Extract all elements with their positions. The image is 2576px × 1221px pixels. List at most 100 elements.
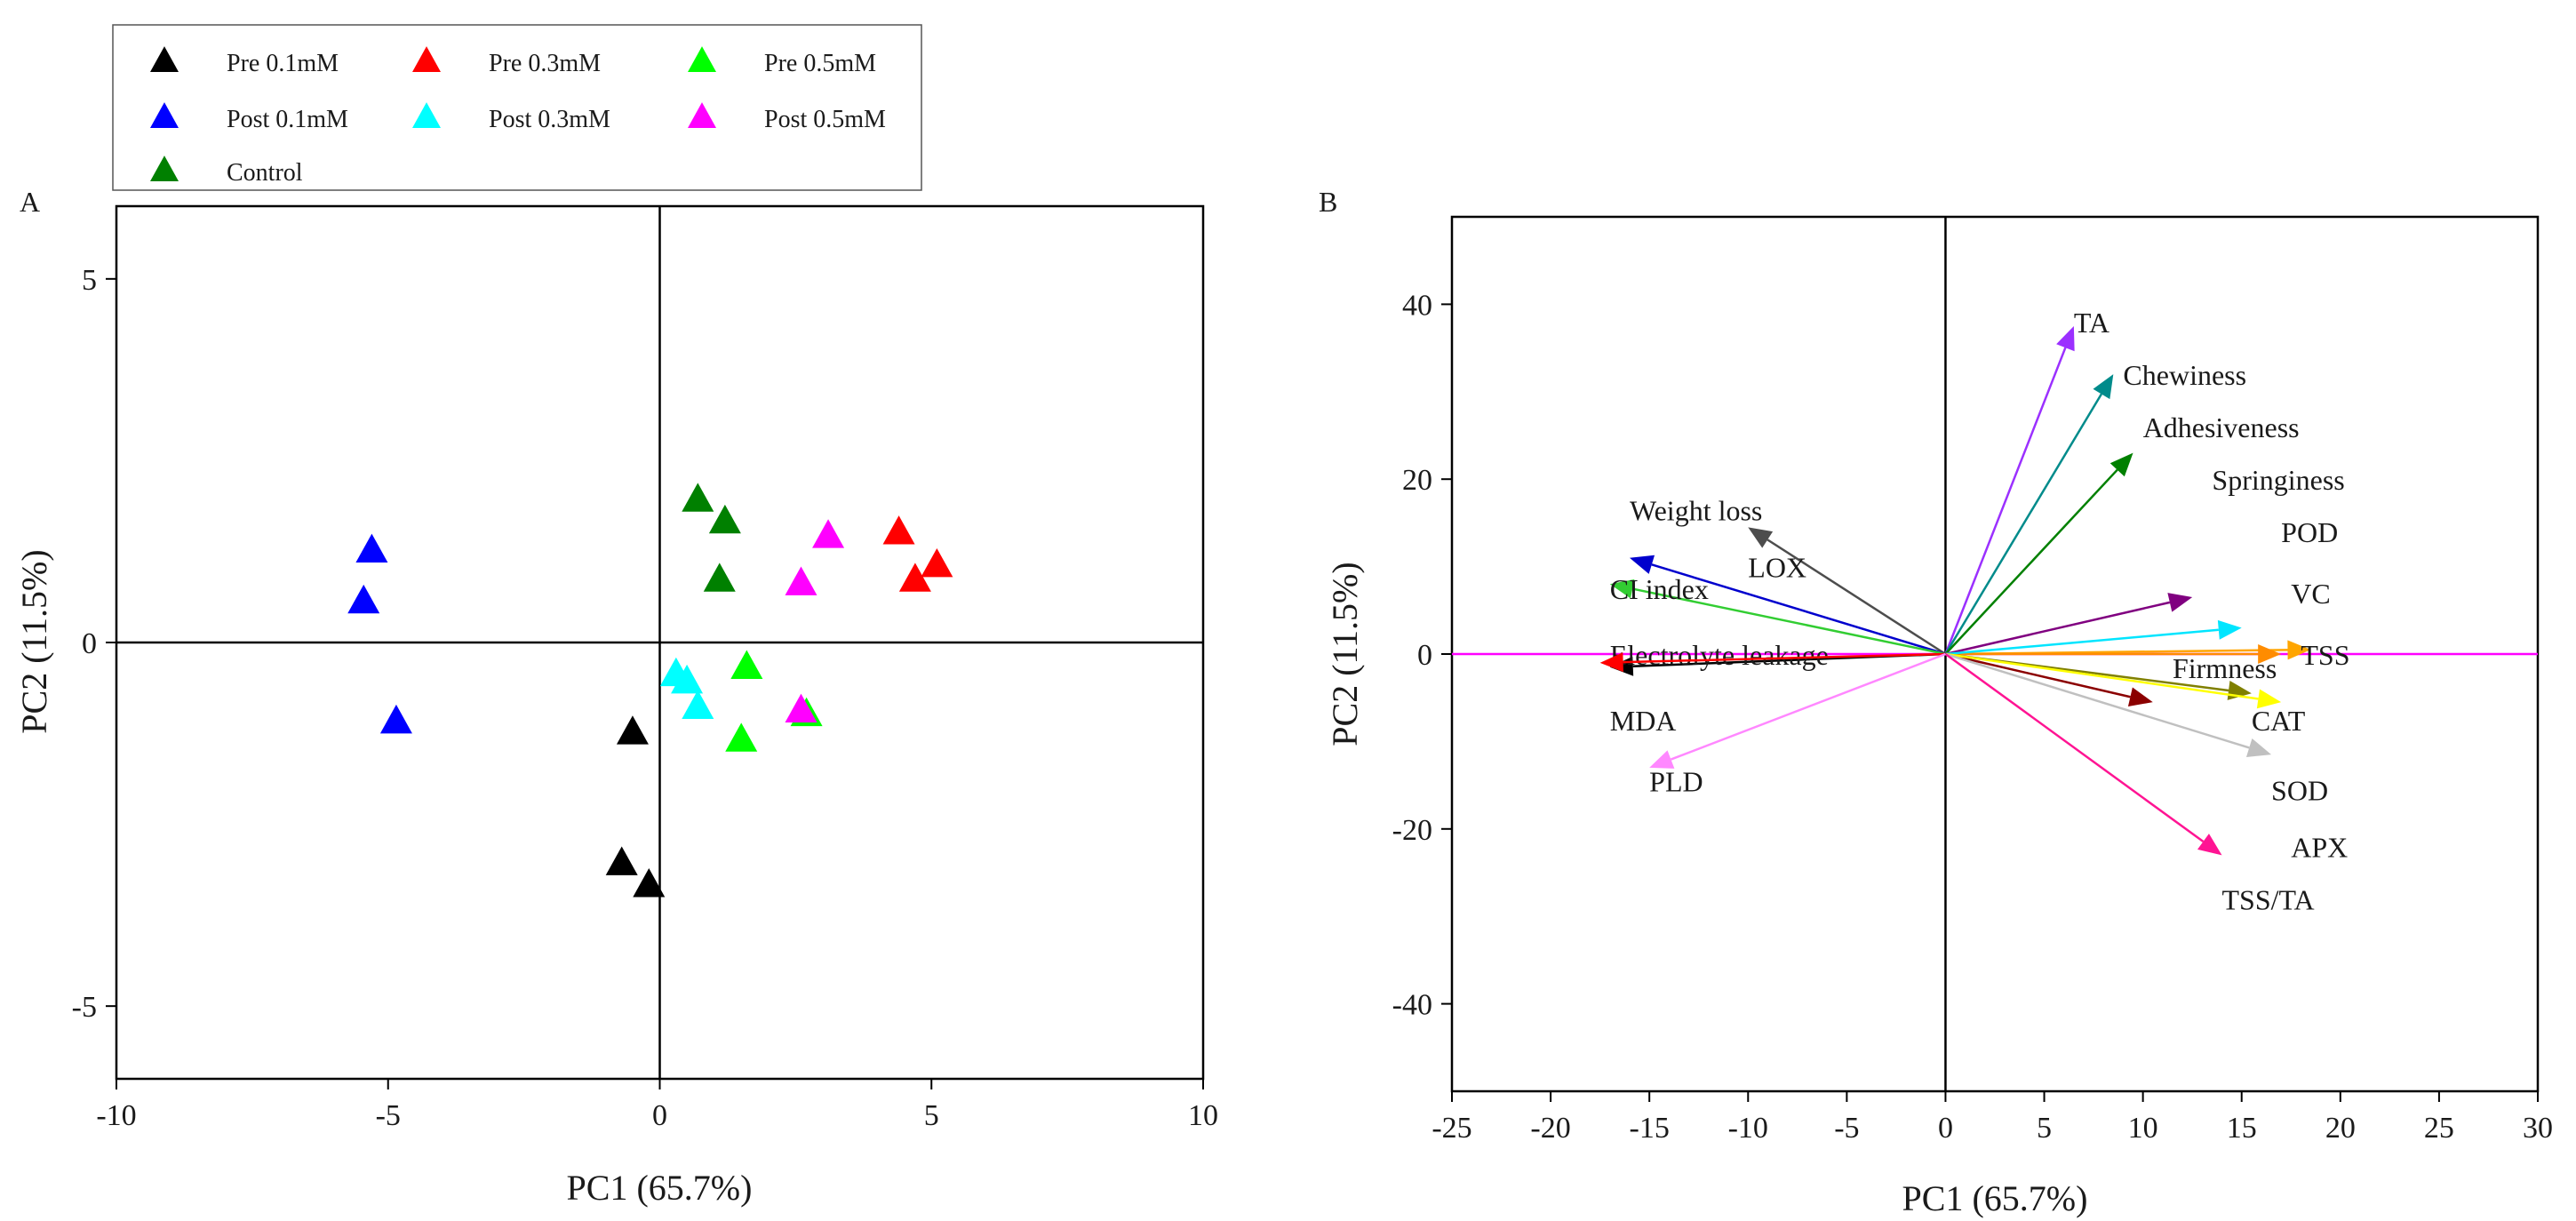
arrowhead-adhesiveness xyxy=(2109,452,2133,477)
legend-marker-pre-0-1mm xyxy=(150,46,179,72)
vector-label-springiness: Springiness xyxy=(2212,464,2344,496)
arrowhead-chewiness xyxy=(2093,374,2114,400)
arrowhead-ta xyxy=(2056,326,2075,352)
vector-chewiness xyxy=(1944,393,2103,655)
panel-b-y-tick-label: -20 xyxy=(1392,814,1432,847)
vector-sod xyxy=(1945,652,2250,749)
point-post-0-3mm xyxy=(671,664,704,694)
legend-label-post-0-3mm: Post 0.3mM xyxy=(489,106,610,133)
vector-label-ta: TA xyxy=(2074,307,2109,339)
legend-label-pre-0-5mm: Pre 0.5mM xyxy=(764,50,876,77)
panel-b: B -25 -20 -15 -10 -5 0 5 10 15 20 25 30-40-2002040 … xyxy=(1319,186,2553,1218)
panel-b-x-tick-label: 25 xyxy=(2424,1112,2454,1145)
panel-b-y-tick-label: 40 xyxy=(1402,289,1432,322)
legend-label-pre-0-3mm: Pre 0.3mM xyxy=(489,50,601,77)
vector-lox xyxy=(1651,563,1946,656)
point-post-0-1mm xyxy=(347,584,380,614)
vector-pld xyxy=(1671,652,1946,761)
legend-label-post-0-5mm: Post 0.5mM xyxy=(764,106,886,133)
panel-b-x-tick-label: -5 xyxy=(1834,1112,1859,1145)
panel-a-x-tick-label: 0 xyxy=(652,1099,667,1132)
vector-label-sod: SOD xyxy=(2271,775,2328,807)
panel-b-y-tick-label: 20 xyxy=(1402,464,1432,497)
legend-marker-pre-0-5mm xyxy=(688,46,716,72)
arrowhead-vc xyxy=(2167,593,2193,612)
vector-label-pod: POD xyxy=(2281,516,2338,548)
panel-a-x-tick-label: 10 xyxy=(1188,1099,1218,1132)
vector-mda xyxy=(1623,652,1946,664)
panel-b-x-tick-label: -25 xyxy=(1432,1112,1471,1145)
vector-ci-index xyxy=(1631,587,1946,656)
arrowhead-pod xyxy=(2258,644,2282,664)
point-post-0-5mm xyxy=(785,566,817,595)
panel-a-y-axis-label: PC2 (11.5%) xyxy=(14,549,54,733)
point-pre-0-1mm xyxy=(633,868,666,898)
arrowhead-mda xyxy=(1599,652,1623,673)
vector-label-pld: PLD xyxy=(1649,766,1703,798)
point-pre-0-5mm xyxy=(725,722,758,752)
panel-a-zero-lines xyxy=(116,206,1203,1079)
panel-b-loading-vectors: TA Chewiness Adhesiveness Springiness POD VC T… xyxy=(1599,307,2350,916)
point-post-0-1mm xyxy=(379,704,412,734)
panel-b-x-tick-label: -15 xyxy=(1630,1112,1670,1145)
vector-tss xyxy=(1945,628,2219,656)
panel-b-x-tick-label: 30 xyxy=(2523,1112,2553,1145)
point-post-0-5mm xyxy=(812,519,845,548)
point-pre-0-3mm xyxy=(921,547,953,578)
panel-b-x-tick-label: 10 xyxy=(2128,1112,2158,1145)
point-pre-0-3mm xyxy=(898,563,931,592)
panel-b-x-tick-label: 20 xyxy=(2325,1112,2356,1145)
panel-a-points xyxy=(347,483,953,898)
legend: Pre 0.1mM Pre 0.3mM Pre 0.5mM Post 0.1mM Pos… xyxy=(112,24,922,191)
arrowhead-pld xyxy=(1649,750,1675,769)
panel-b-y-axis-label: PC2 (11.5%) xyxy=(1325,562,1365,746)
vector-label-firmness: Firmness xyxy=(2173,652,2277,684)
panel-b-label: B xyxy=(1319,186,1337,218)
arrowhead-ci-index xyxy=(1609,579,1635,599)
panel-a-x-tick-label: -5 xyxy=(376,1099,401,1132)
point-control xyxy=(703,563,736,592)
panel-b-y-tick-label: 0 xyxy=(1417,639,1432,672)
panel-a-x-tick-label: 5 xyxy=(924,1099,939,1132)
panel-a-x-tick-label: -10 xyxy=(96,1099,136,1132)
point-pre-0-1mm xyxy=(616,715,649,745)
vector-label-cat: CAT xyxy=(2252,705,2306,737)
vector-label-vc: VC xyxy=(2291,578,2330,610)
vector-label-lox: LOX xyxy=(1748,552,1806,584)
vector-label-chewiness: Chewiness xyxy=(2123,359,2246,391)
arrowhead-unlabeled xyxy=(2256,689,2282,709)
point-pre-0-3mm xyxy=(882,515,915,545)
vector-weight-loss xyxy=(1767,539,1947,656)
panel-a-y-tick-label: 0 xyxy=(82,627,97,660)
legend-label-control: Control xyxy=(227,159,303,187)
vector-label-electrolyte-leakage: Electrolyte leakage xyxy=(1610,639,1829,671)
panel-b-x-tick-label: 5 xyxy=(2037,1112,2052,1145)
point-control xyxy=(682,483,714,512)
panel-a-x-axis-label: PC1 (65.7%) xyxy=(567,1168,753,1208)
panel-b-x-tick-label: -10 xyxy=(1728,1112,1768,1145)
legend-label-pre-0-1mm: Pre 0.1mM xyxy=(227,50,339,77)
arrowhead-apx xyxy=(2197,834,2222,856)
point-control xyxy=(708,504,741,534)
panel-b-x-tick-label: 15 xyxy=(2227,1112,2257,1145)
legend-frame xyxy=(112,24,922,191)
arrowhead-springiness xyxy=(2287,640,2311,660)
vector-label-tss: TSS xyxy=(2301,639,2349,671)
legend-marker-post-0-3mm xyxy=(412,102,441,128)
panel-b-y-tick-label: -40 xyxy=(1392,989,1432,1022)
panel-a: A -10 -5 0 5 10 -5 0 5 PC1 (65.7%) PC2 (11.5%) xyxy=(14,186,1218,1208)
panel-b-axis-ticks: -25 -20 -15 -10 -5 0 5 10 15 20 25 30 -40 -20 0 20 40 xyxy=(1392,289,2553,1145)
vector-firmness xyxy=(1945,652,2131,698)
vector-vc xyxy=(1945,601,2171,656)
legend-marker-post-0-5mm xyxy=(688,102,716,128)
panel-b-x-axis-label: PC1 (65.7%) xyxy=(1902,1178,2088,1218)
point-pre-0-5mm xyxy=(730,650,763,679)
vector-label-mda: MDA xyxy=(1610,705,1677,737)
arrowhead-tss xyxy=(2217,619,2242,640)
panel-a-label: A xyxy=(20,186,40,218)
panel-b-x-tick-label: 0 xyxy=(1938,1112,1953,1145)
vector-label-weight-loss: Weight loss xyxy=(1630,495,1762,527)
panel-a-axis-ticks: -10 -5 0 5 10 -5 0 5 xyxy=(72,264,1218,1132)
arrowhead-sod xyxy=(2245,738,2272,758)
